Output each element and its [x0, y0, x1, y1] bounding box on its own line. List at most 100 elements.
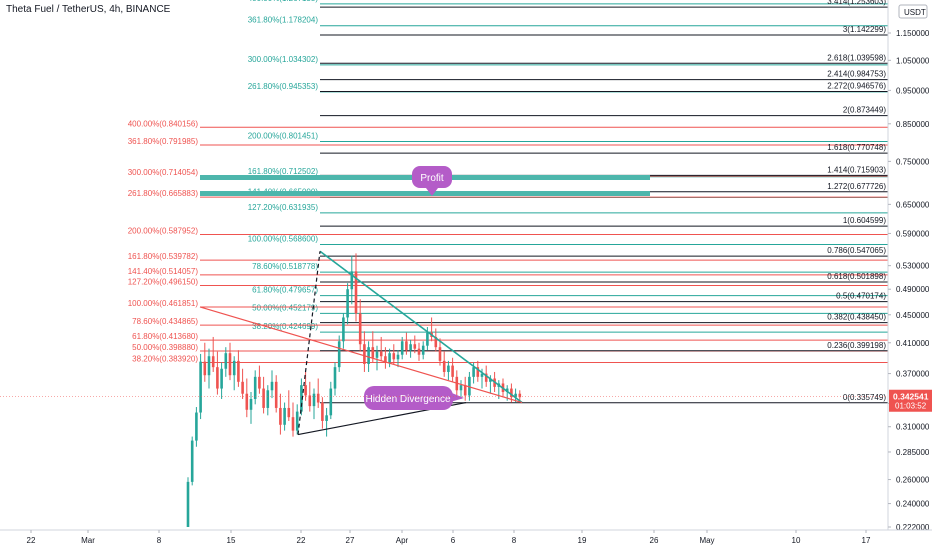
x-tick-label: May [699, 536, 714, 545]
candle-body [337, 341, 341, 368]
fib-label: 2.272(0.946576) [827, 81, 886, 90]
y-tick-label: 0.650000 [896, 200, 930, 209]
time-axis: 22 Mar 8 15 22 27 Apr 6 8 19 26 May 10 17 [0, 529, 932, 545]
candle-body [279, 407, 282, 425]
fib-level-green: 200.00%(0.801451) [248, 131, 888, 142]
fib-level-black: 1.414(0.715903) [320, 165, 888, 176]
fib-label: 78.60%(0.434865) [132, 317, 198, 326]
descending-resistance-line [319, 250, 523, 404]
candle-body [426, 332, 429, 346]
candle-body [409, 344, 412, 351]
candle [291, 402, 295, 437]
divergence-callout-pointer [447, 391, 464, 403]
candle-body [405, 341, 408, 351]
y-tick-label: 0.530000 [896, 262, 930, 271]
fib-label: 78.60%(0.518778) [252, 262, 318, 271]
fib-label: 2.618(1.039598) [827, 53, 886, 62]
candle [400, 336, 404, 360]
candle-body [413, 344, 417, 349]
fib-label: 161.80%(0.712502) [248, 167, 319, 176]
candle-body [400, 341, 404, 355]
candle-body [283, 407, 286, 425]
candle [354, 253, 358, 322]
candle [384, 347, 387, 369]
candle [430, 317, 433, 342]
y-tick-label: 0.310000 [896, 423, 930, 432]
candle [224, 347, 228, 377]
y-tick-label: 0.450000 [896, 311, 930, 320]
candle [463, 376, 467, 401]
candle-body [375, 351, 379, 358]
fib-label: 0.236(0.399198) [827, 341, 886, 350]
candle [266, 385, 270, 416]
candle [358, 299, 362, 352]
fib-label: 0.786(0.547065) [827, 246, 886, 255]
x-tick-label: 17 [862, 536, 871, 545]
fib-level-green: 100.00%(0.568600) [248, 235, 888, 246]
candle [329, 381, 333, 420]
candle [409, 339, 412, 358]
fib-level-green: 38.20%(0.424699) [252, 322, 888, 333]
candle-body [249, 398, 253, 410]
fib-level-black: 1.272(0.677726) [320, 182, 888, 193]
fib-level-black: 2.414(0.984753) [320, 70, 888, 81]
candle-body [396, 354, 400, 360]
candle-body [367, 347, 370, 364]
candle-body [195, 412, 198, 441]
price-axis-panel [888, 0, 932, 550]
fib-level-green: 61.80%(0.479657) [252, 286, 888, 297]
fib-label: 361.80%(1.178204) [248, 16, 319, 25]
candle-body [354, 271, 358, 314]
candle-body [417, 348, 421, 355]
candle-body [316, 393, 320, 403]
candle [245, 378, 249, 418]
fib-level-red: 261.80%(0.665883) [128, 189, 888, 198]
fib-label: 38.20%(0.424699) [252, 322, 318, 331]
candle-body [207, 356, 211, 376]
y-tick-label: 0.285000 [896, 448, 930, 457]
candle-body [505, 388, 509, 392]
candle-body [186, 481, 190, 527]
y-tick-label: 0.240000 [896, 500, 930, 509]
candle-body [476, 367, 480, 377]
fib-level-black: 0.5(0.470174) [320, 292, 888, 303]
candle [405, 332, 408, 355]
candle [379, 336, 383, 361]
candle [211, 336, 215, 372]
currency-badge-box [898, 4, 928, 19]
candle-body [392, 353, 396, 360]
candle [270, 370, 274, 399]
candle [375, 345, 379, 371]
fib-label: 261.80%(0.945353) [248, 82, 319, 91]
fib-level-black: 3(1.142299) [320, 25, 888, 36]
x-tick-label: 22 [297, 536, 306, 545]
y-tick-label: 0.260000 [896, 476, 930, 485]
candle-body [472, 367, 475, 377]
currency-label: USDT [904, 8, 926, 17]
candle [186, 477, 190, 527]
candle-body [312, 393, 316, 407]
candle-body [190, 440, 194, 482]
fib-level-black: 0.786(0.547065) [320, 246, 888, 257]
candle-body [518, 393, 522, 398]
candle-body [342, 317, 345, 342]
fib-level-black: 2.618(1.039598) [320, 53, 888, 64]
candle [333, 362, 337, 396]
candle-body [262, 388, 265, 408]
candle-body [274, 381, 278, 408]
x-tick-label: 22 [27, 536, 36, 545]
candle [342, 313, 345, 349]
y-tick-label: 0.850000 [896, 120, 930, 129]
divergence-callout-bubble [364, 386, 453, 410]
fib-label: 0.618(0.501898) [827, 272, 886, 281]
profit-callout-text: Profit [420, 173, 444, 184]
candle-body [346, 289, 349, 318]
candle [321, 397, 324, 429]
x-tick-label: 10 [792, 536, 801, 545]
candle-body [421, 345, 425, 355]
candle [325, 407, 328, 437]
candle-body [363, 344, 366, 364]
fib-label: 50.00%(0.452179) [252, 303, 318, 312]
